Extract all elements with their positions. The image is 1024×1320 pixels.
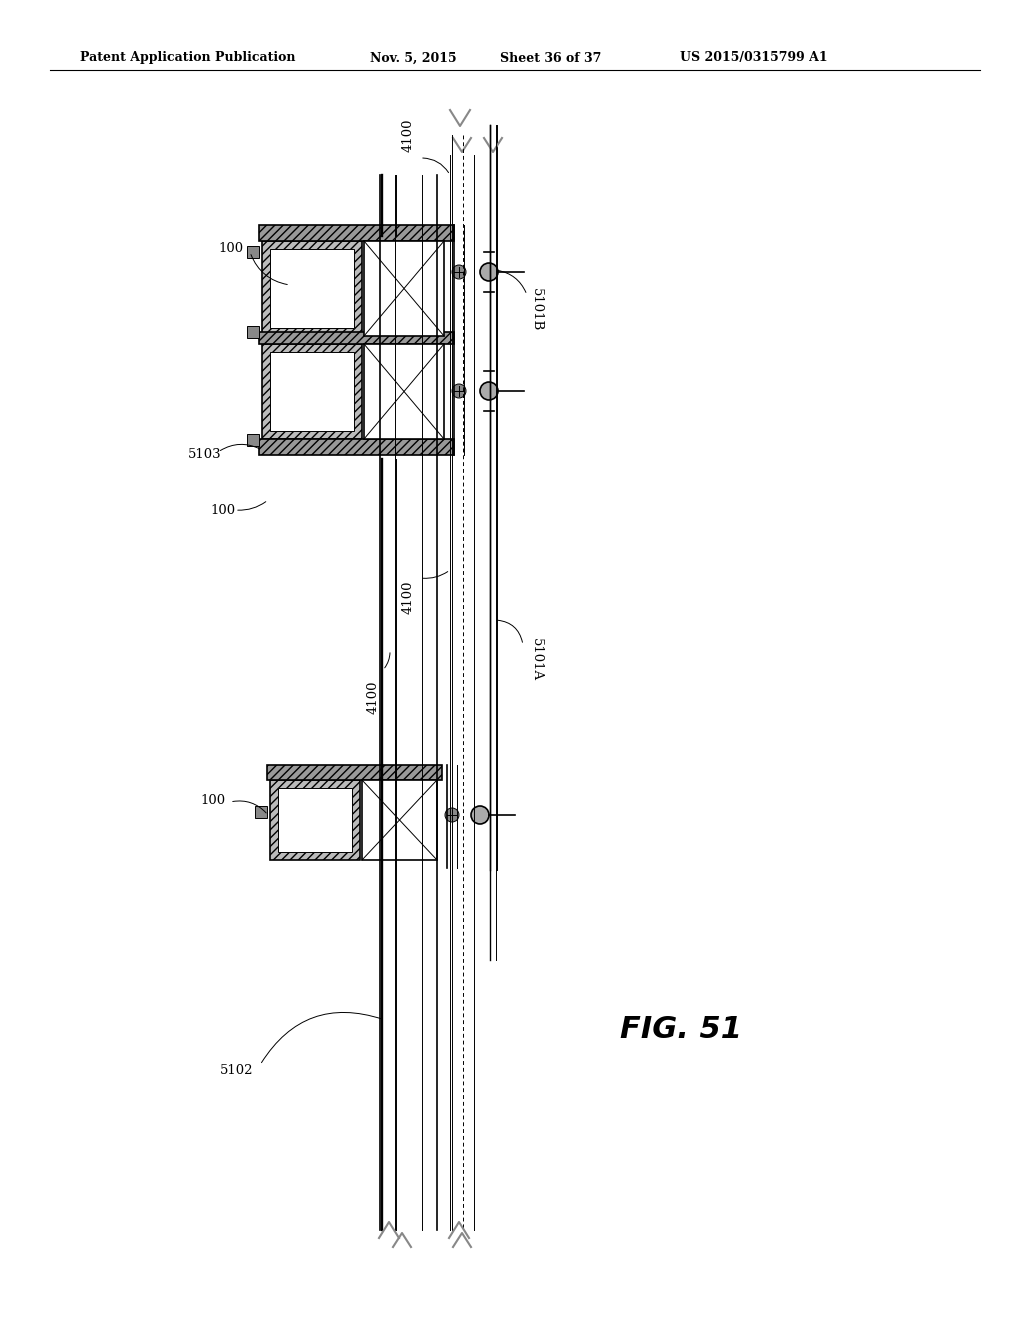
Text: US 2015/0315799 A1: US 2015/0315799 A1 <box>680 51 827 65</box>
Text: FIG. 51: FIG. 51 <box>620 1015 742 1044</box>
Text: 5103: 5103 <box>188 449 221 462</box>
Bar <box>278 788 352 851</box>
Text: 100: 100 <box>210 503 236 516</box>
Bar <box>262 345 362 440</box>
Bar <box>255 807 267 818</box>
Bar <box>259 333 454 345</box>
Bar <box>362 780 437 861</box>
Bar <box>364 242 444 337</box>
Bar <box>247 434 259 446</box>
Bar <box>270 352 354 432</box>
Text: Nov. 5, 2015: Nov. 5, 2015 <box>370 51 457 65</box>
Text: 100: 100 <box>218 242 243 255</box>
Text: 5102: 5102 <box>220 1064 254 1077</box>
Circle shape <box>480 381 498 400</box>
Bar <box>270 249 354 327</box>
Bar <box>270 780 360 861</box>
Text: 5101A: 5101A <box>530 639 543 681</box>
Bar <box>259 440 454 455</box>
Text: 4100: 4100 <box>401 119 415 152</box>
Circle shape <box>480 263 498 281</box>
Text: 4100: 4100 <box>367 680 380 714</box>
Bar <box>262 242 362 337</box>
Circle shape <box>452 384 466 399</box>
Text: 100: 100 <box>200 793 225 807</box>
Text: 4100: 4100 <box>401 579 415 614</box>
Bar <box>247 326 259 338</box>
Bar <box>267 766 442 780</box>
Text: Sheet 36 of 37: Sheet 36 of 37 <box>500 51 601 65</box>
Circle shape <box>452 265 466 279</box>
Text: Patent Application Publication: Patent Application Publication <box>80 51 296 65</box>
Bar <box>364 345 444 440</box>
Circle shape <box>471 807 489 824</box>
Bar <box>247 246 259 257</box>
Text: 5101B: 5101B <box>530 288 543 331</box>
Bar <box>259 224 454 242</box>
Circle shape <box>445 808 459 822</box>
